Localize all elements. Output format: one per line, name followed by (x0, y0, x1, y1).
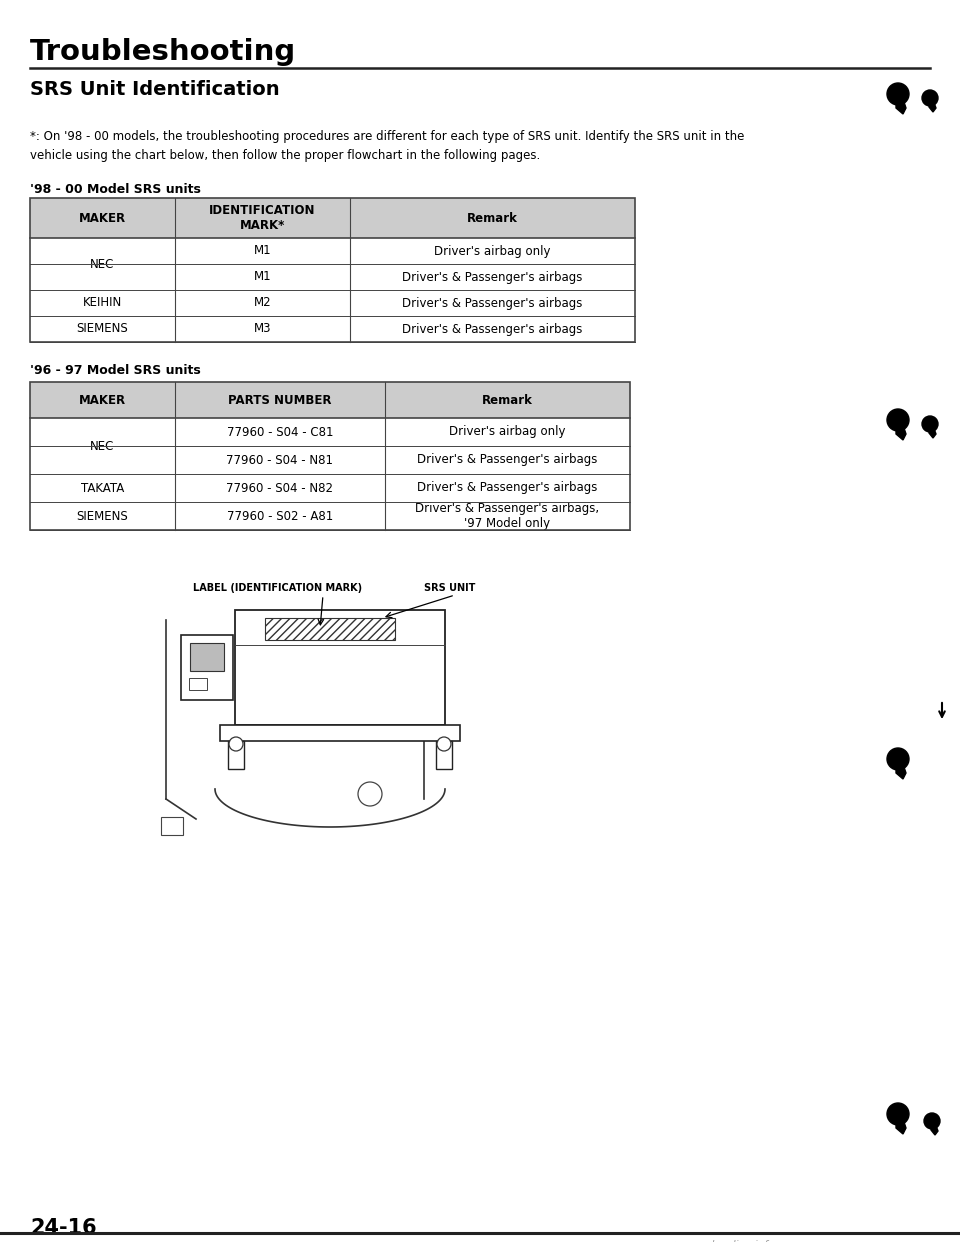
Text: Driver's airbag only: Driver's airbag only (434, 245, 551, 257)
Text: Troubleshooting: Troubleshooting (30, 39, 297, 66)
Bar (265, 619, 395, 640)
Bar (220, 725, 460, 741)
Text: *: On '98 - 00 models, the troubleshooting procedures are different for each typ: *: On '98 - 00 models, the troubleshooti… (30, 130, 744, 161)
Text: 77960 - S04 - N81: 77960 - S04 - N81 (227, 453, 333, 467)
Text: M3: M3 (253, 323, 272, 335)
Polygon shape (896, 94, 906, 114)
Bar (30, 383, 630, 530)
Bar (30, 197, 635, 342)
Circle shape (358, 782, 382, 806)
Circle shape (887, 83, 909, 106)
Text: Driver's & Passenger's airbags: Driver's & Passenger's airbags (418, 482, 598, 494)
Text: Driver's airbag only: Driver's airbag only (449, 426, 565, 438)
Text: SIEMENS: SIEMENS (77, 509, 129, 523)
Bar (190, 643, 224, 671)
Text: 24-16: 24-16 (30, 1218, 97, 1238)
Circle shape (887, 409, 909, 431)
Bar (228, 741, 244, 769)
Bar (30, 238, 635, 265)
Text: TAKATA: TAKATA (81, 482, 124, 494)
Text: SIEMENS: SIEMENS (77, 323, 129, 335)
Bar (30, 289, 635, 315)
Text: NEC: NEC (90, 257, 114, 271)
Text: Driver's & Passenger's airbags,
'97 Model only: Driver's & Passenger's airbags, '97 Mode… (416, 502, 600, 530)
Text: SRS UNIT: SRS UNIT (424, 582, 476, 592)
Text: '96 - 97 Model SRS units: '96 - 97 Model SRS units (30, 364, 201, 378)
Bar (30, 474, 630, 502)
Text: '98 - 00 Model SRS units: '98 - 00 Model SRS units (30, 183, 201, 196)
Bar (30, 446, 630, 474)
Text: Remark: Remark (468, 211, 518, 225)
Bar (30, 265, 635, 289)
Text: M1: M1 (253, 245, 272, 257)
Text: 77960 - S02 - A81: 77960 - S02 - A81 (227, 509, 333, 523)
Bar (30, 419, 630, 446)
Polygon shape (929, 424, 936, 438)
Bar (235, 610, 445, 725)
Text: KEIHIN: KEIHIN (83, 297, 122, 309)
Text: MAKER: MAKER (79, 211, 126, 225)
Text: carmanualsonline.info: carmanualsonline.info (660, 1240, 776, 1242)
Bar (30, 502, 630, 530)
Polygon shape (929, 98, 936, 112)
Text: SRS Unit Identification: SRS Unit Identification (30, 79, 279, 99)
Text: IDENTIFICATION
MARK*: IDENTIFICATION MARK* (209, 204, 316, 232)
Circle shape (887, 748, 909, 770)
Circle shape (437, 737, 451, 751)
Text: Driver's & Passenger's airbags: Driver's & Passenger's airbags (402, 323, 583, 335)
Bar (189, 678, 207, 691)
Text: LABEL (IDENTIFICATION MARK): LABEL (IDENTIFICATION MARK) (193, 582, 363, 592)
Circle shape (922, 89, 938, 106)
Text: M2: M2 (253, 297, 272, 309)
Circle shape (924, 1113, 940, 1129)
Text: Driver's & Passenger's airbags: Driver's & Passenger's airbags (402, 271, 583, 283)
Text: MAKER: MAKER (79, 394, 126, 406)
Polygon shape (896, 759, 906, 779)
Bar (161, 817, 183, 835)
Polygon shape (896, 1114, 906, 1134)
Bar (30, 383, 630, 419)
Polygon shape (931, 1122, 938, 1135)
Bar (181, 635, 233, 700)
Bar (30, 315, 635, 342)
Circle shape (922, 416, 938, 432)
Text: Driver's & Passenger's airbags: Driver's & Passenger's airbags (402, 297, 583, 309)
Text: Remark: Remark (482, 394, 533, 406)
Circle shape (229, 737, 243, 751)
Text: PARTS NUMBER: PARTS NUMBER (228, 394, 332, 406)
Polygon shape (896, 420, 906, 440)
Circle shape (887, 1103, 909, 1125)
Text: 77960 - S04 - N82: 77960 - S04 - N82 (227, 482, 333, 494)
Text: M1: M1 (253, 271, 272, 283)
Bar (436, 741, 452, 769)
Bar (30, 197, 635, 238)
Text: 77960 - S04 - C81: 77960 - S04 - C81 (227, 426, 333, 438)
Text: Driver's & Passenger's airbags: Driver's & Passenger's airbags (418, 453, 598, 467)
Text: NEC: NEC (90, 440, 114, 452)
